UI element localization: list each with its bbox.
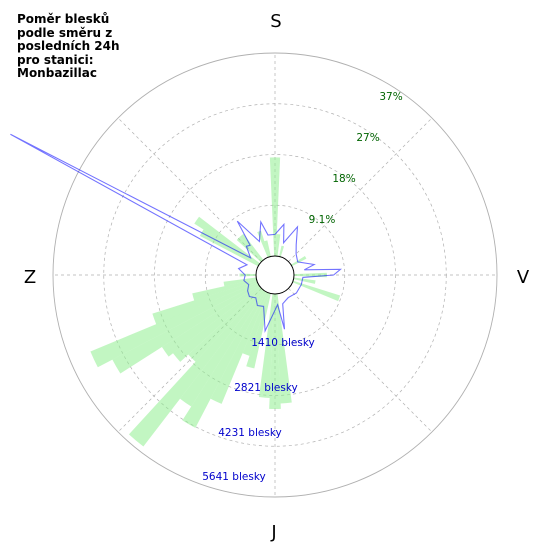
percent-bar bbox=[239, 233, 264, 261]
count-tick-label: 4231 blesky bbox=[218, 427, 282, 439]
percent-bar bbox=[192, 279, 257, 301]
chart-title: Poměr blesků podle směru z posledních 24… bbox=[17, 12, 120, 80]
grid-spoke bbox=[288, 117, 433, 262]
percent-tick-label: 27% bbox=[356, 132, 379, 144]
percent-bar bbox=[275, 234, 281, 257]
percent-bar bbox=[112, 283, 259, 374]
direction-label-east: V bbox=[517, 267, 530, 288]
percent-bars bbox=[90, 157, 341, 447]
percent-bar bbox=[128, 289, 264, 447]
percent-bar bbox=[180, 290, 265, 407]
percent-bar bbox=[269, 293, 281, 410]
grid-spoke bbox=[117, 288, 262, 433]
percent-bar bbox=[236, 236, 263, 263]
count-line-group bbox=[10, 133, 343, 334]
percent-bar bbox=[194, 216, 260, 265]
percent-bar bbox=[293, 277, 316, 284]
count-tick-label: 2821 blesky bbox=[234, 382, 298, 394]
percent-bar bbox=[264, 240, 271, 257]
percent-bar bbox=[199, 229, 259, 267]
grid-ring bbox=[52, 52, 498, 498]
percent-bar bbox=[242, 292, 270, 356]
count-tick-label: 1410 blesky bbox=[251, 337, 315, 349]
percent-bar bbox=[257, 230, 270, 258]
percent-bar bbox=[90, 282, 259, 368]
percent-bar bbox=[223, 277, 257, 287]
grid-spoke bbox=[288, 288, 433, 433]
percent-bar bbox=[279, 245, 285, 257]
percent-bar bbox=[188, 287, 263, 362]
percent-bar bbox=[152, 280, 258, 325]
center-hole bbox=[255, 255, 295, 295]
percent-bar bbox=[161, 285, 260, 357]
count-line bbox=[10, 133, 343, 334]
grid-ring bbox=[154, 154, 396, 396]
percent-bar bbox=[292, 280, 341, 302]
percent-bar bbox=[182, 291, 267, 428]
tick-labels: 9.1% 18% 27% 37% 1410 blesky 2821 blesky 4231 … bbox=[202, 91, 402, 483]
percent-bar bbox=[173, 286, 261, 362]
grid-spoke bbox=[117, 117, 262, 262]
direction-label-north: S bbox=[270, 11, 281, 32]
count-tick-label: 5641 blesky bbox=[202, 471, 266, 483]
direction-label-west: Z bbox=[24, 267, 36, 288]
percent-bar bbox=[275, 293, 292, 404]
percent-bar bbox=[239, 273, 257, 277]
percent-bar bbox=[291, 255, 307, 267]
percent-tick-label: 37% bbox=[379, 91, 402, 103]
percent-bar bbox=[269, 157, 281, 257]
polar-grid bbox=[52, 52, 498, 498]
percent-tick-label: 9.1% bbox=[309, 214, 336, 226]
percent-bar bbox=[246, 293, 271, 369]
percent-bar bbox=[210, 291, 268, 404]
direction-label-south: J bbox=[270, 522, 276, 543]
percent-tick-label: 18% bbox=[332, 173, 355, 185]
